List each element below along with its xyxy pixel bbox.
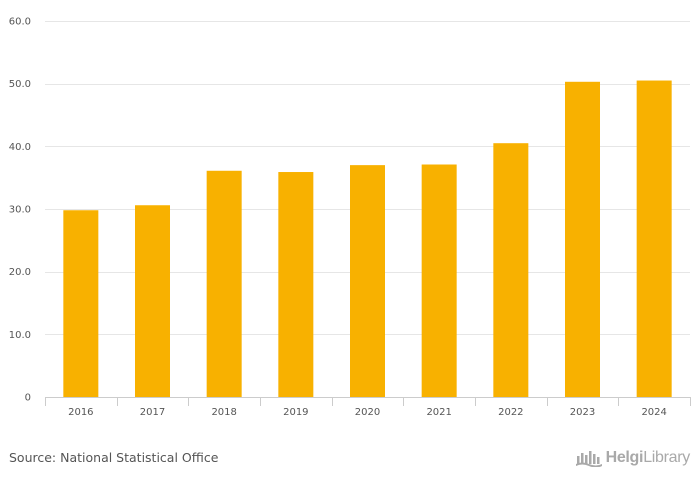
bar-2019[interactable] <box>278 172 314 397</box>
y-tick-label: 0 <box>25 393 31 404</box>
x-tick-label: 2020 <box>355 407 380 418</box>
bar-2021[interactable] <box>421 164 457 397</box>
bar-2024[interactable] <box>636 80 672 398</box>
x-tick-label: 2018 <box>211 407 236 418</box>
y-tick-label: 10.0 <box>9 330 31 341</box>
y-tick-label: 40.0 <box>9 142 31 153</box>
y-tick-label: 50.0 <box>9 79 31 90</box>
x-tick-label: 2019 <box>283 407 308 418</box>
bar-2023[interactable] <box>565 81 600 397</box>
y-axis-ticks: 0 10.0 20.0 30.0 40.0 50.0 60.0 <box>9 17 31 404</box>
bar-2020[interactable] <box>350 165 385 397</box>
x-tick-label: 2024 <box>641 407 666 418</box>
x-tick-label: 2022 <box>498 407 523 418</box>
bar-2017[interactable] <box>135 205 170 397</box>
x-tick-label: 2021 <box>426 407 451 418</box>
x-tick-label: 2016 <box>68 407 93 418</box>
y-tick-label: 30.0 <box>9 205 31 216</box>
helgi-library-logo-icon <box>575 451 602 467</box>
x-tick-label: 2023 <box>570 407 595 418</box>
source-note: Source: National Statistical Office <box>9 450 219 465</box>
brand-logo[interactable]: HelgiLibrary <box>575 449 691 467</box>
y-tick-label: 60.0 <box>9 17 31 28</box>
y-tick-label: 20.0 <box>9 267 31 278</box>
brand-name-bold: Helgi <box>605 449 644 466</box>
x-axis: 2016 2017 2018 2019 2020 2021 2022 2023 2024 <box>45 397 691 418</box>
bar-2018[interactable] <box>206 170 242 397</box>
brand-name: HelgiLibrary <box>605 449 691 467</box>
x-tick-label: 2017 <box>140 407 165 418</box>
brand-name-rest: Library <box>643 449 690 466</box>
bar-2016[interactable] <box>63 210 99 397</box>
bars <box>63 80 672 398</box>
bar-2022[interactable] <box>493 143 529 397</box>
